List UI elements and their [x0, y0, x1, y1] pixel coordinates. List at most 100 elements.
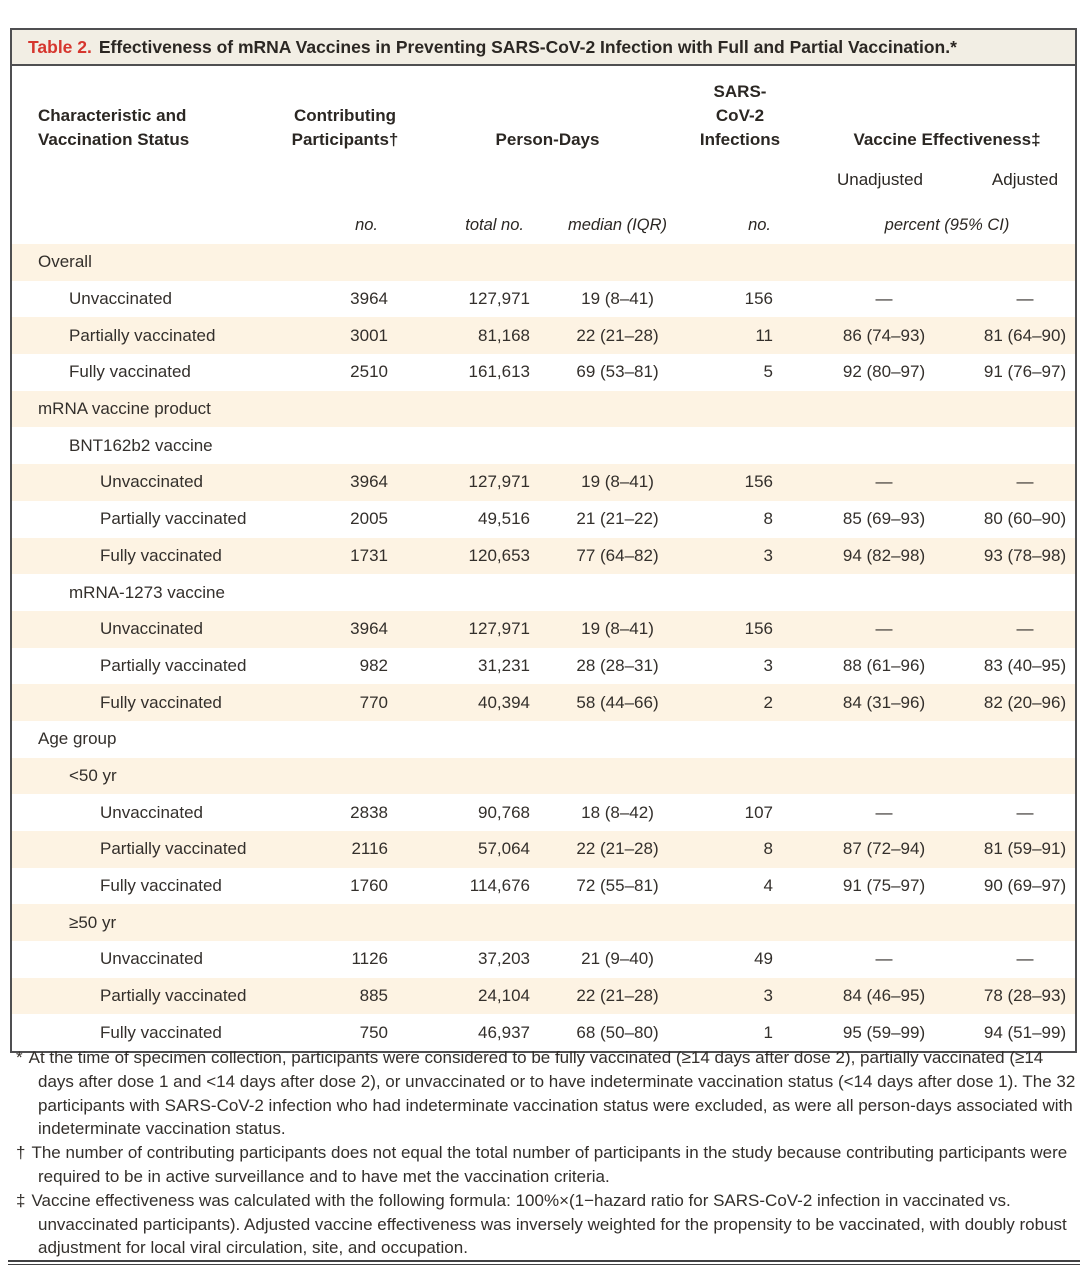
- cell-person-days-total: [400, 244, 540, 281]
- cell-person-days-median: 77 (64–82): [576, 545, 659, 565]
- spacer-cell: [400, 152, 540, 196]
- infections-line1: SARS-CoV-2: [713, 82, 767, 125]
- cell-ve-unadjusted: [785, 574, 975, 611]
- cell-infections: 8: [763, 509, 773, 529]
- table-row: Partially vaccinated 3001 81,168 22 (21–28)…: [12, 317, 1075, 355]
- table-row: Fully vaccinated 2510 161,613 69 (53–81) 5 92…: [12, 354, 1075, 391]
- cell-participants: [290, 427, 400, 464]
- cell-ve-adjusted: 81 (64–90): [983, 325, 1067, 345]
- footnote-marker: *: [16, 1048, 23, 1067]
- cell-person-days-median: 18 (8–42): [581, 802, 654, 822]
- row-label: Fully vaccinated: [100, 692, 222, 712]
- cell-person-days-total: 127,971: [468, 472, 530, 492]
- unit-total-no: total no.: [465, 216, 524, 234]
- cell-ve-unadjusted: [785, 904, 975, 941]
- table2-container: Table 2. Effectiveness of mRNA Vaccines i…: [10, 28, 1077, 1054]
- cell-infections: 107: [744, 802, 773, 822]
- footnotes-block: * At the time of specimen collection, par…: [8, 1046, 1081, 1260]
- cell-person-days-total: [400, 758, 540, 795]
- participants-line1: Contributing: [294, 106, 396, 125]
- spacer-cell: [12, 152, 290, 196]
- col-header-vaccine-effectiveness: Vaccine Effectiveness‡: [853, 130, 1041, 149]
- section-header-row: Age group: [12, 721, 1075, 758]
- cell-ve-adjusted: 82 (20–96): [983, 692, 1067, 712]
- cell-person-days-median: [540, 721, 695, 758]
- cell-ve-adjusted: —: [1016, 949, 1034, 969]
- cell-ve-adjusted: 94 (51–99): [983, 1022, 1067, 1042]
- cell-person-days-total: 90,768: [478, 802, 530, 822]
- table-caption: Effectiveness of mRNA Vaccines in Preven…: [98, 37, 957, 57]
- cell-ve-unadjusted: [785, 758, 975, 795]
- cell-infections: 156: [744, 472, 773, 492]
- row-label: Partially vaccinated: [100, 509, 247, 529]
- cell-ve-adjusted: [975, 758, 1075, 795]
- cell-ve-adjusted: 83 (40–95): [983, 655, 1067, 675]
- footnote: † The number of contributing participants…: [8, 1141, 1081, 1189]
- cell-participants: [290, 244, 400, 281]
- row-label: Partially vaccinated: [100, 986, 247, 1006]
- cell-infections: [695, 574, 785, 611]
- row-label: Unvaccinated: [69, 289, 173, 309]
- row-label: Fully vaccinated: [100, 545, 222, 565]
- footnote: * At the time of specimen collection, par…: [8, 1046, 1081, 1141]
- section-header-row: <50 yr: [12, 757, 1075, 795]
- col-header-infections: SARS-CoV-2 Infections: [695, 66, 785, 152]
- cell-infections: [695, 758, 785, 795]
- col-header-characteristic: Characteristic and Vaccination Status: [12, 66, 290, 152]
- cell-infections: 8: [763, 839, 773, 859]
- cell-ve-unadjusted: 86 (74–93): [842, 325, 926, 345]
- unit-percent-ci: percent (95% CI): [884, 216, 1010, 234]
- cell-participants: 3001: [350, 325, 388, 345]
- table-row: Unvaccinated 1126 37,203 21 (9–40) 49 — —: [12, 941, 1075, 978]
- cell-ve-unadjusted: 92 (80–97): [842, 362, 926, 382]
- spacer-cell: [695, 152, 785, 196]
- unit-participants-no: no.: [355, 216, 378, 234]
- cell-participants: [290, 904, 400, 941]
- cell-infections: [695, 391, 785, 428]
- characteristic-line1: Characteristic and: [38, 106, 187, 125]
- cell-person-days-total: 37,203: [478, 949, 530, 969]
- cell-person-days-median: [540, 574, 695, 611]
- cell-ve-unadjusted: [785, 244, 975, 281]
- cell-participants: 2005: [350, 509, 388, 529]
- cell-infections: 156: [744, 289, 773, 309]
- footnote: ‡ Vaccine effectiveness was calculated wi…: [8, 1189, 1081, 1260]
- cell-person-days-total: 31,231: [478, 655, 530, 675]
- effectiveness-table: Characteristic and Vaccination Status Con…: [12, 66, 1075, 1051]
- row-label: <50 yr: [69, 765, 117, 785]
- cell-infections: 4: [763, 876, 773, 896]
- cell-person-days-median: 19 (8–41): [581, 472, 654, 492]
- cell-infections: 3: [763, 986, 773, 1006]
- cell-person-days-total: [400, 391, 540, 428]
- cell-person-days-median: [540, 244, 695, 281]
- cell-person-days-total: 161,613: [468, 362, 530, 382]
- cell-infections: 1: [763, 1022, 773, 1042]
- row-label: Fully vaccinated: [69, 362, 191, 382]
- row-label: Age group: [38, 729, 117, 749]
- cell-person-days-total: [400, 721, 540, 758]
- cell-person-days-median: 22 (21–28): [576, 325, 659, 345]
- cell-ve-adjusted: —: [1016, 472, 1034, 492]
- cell-ve-unadjusted: —: [875, 289, 893, 309]
- cell-participants: [290, 391, 400, 428]
- row-label: Partially vaccinated: [100, 655, 247, 675]
- row-label: Unvaccinated: [100, 802, 204, 822]
- cell-ve-unadjusted: —: [875, 472, 893, 492]
- cell-participants: [290, 574, 400, 611]
- cell-ve-unadjusted: 84 (31–96): [842, 692, 926, 712]
- cell-ve-unadjusted: 91 (75–97): [842, 876, 926, 896]
- cell-participants: 2838: [350, 802, 388, 822]
- cell-person-days-total: 24,104: [478, 986, 530, 1006]
- cell-ve-adjusted: 80 (60–90): [983, 509, 1067, 529]
- participants-line2: Participants†: [291, 130, 399, 149]
- cell-ve-unadjusted: 84 (46–95): [842, 986, 926, 1006]
- cell-ve-adjusted: 81 (59–91): [983, 839, 1067, 859]
- cell-ve-adjusted: 78 (28–93): [983, 986, 1067, 1006]
- cell-person-days-total: 57,064: [478, 839, 530, 859]
- cell-participants: 885: [359, 986, 388, 1006]
- cell-person-days-median: [540, 904, 695, 941]
- cell-infections: [695, 721, 785, 758]
- cell-person-days-total: [400, 574, 540, 611]
- table-row: Partially vaccinated 885 24,104 22 (21–28) 3…: [12, 977, 1075, 1015]
- cell-person-days-median: 19 (8–41): [581, 289, 654, 309]
